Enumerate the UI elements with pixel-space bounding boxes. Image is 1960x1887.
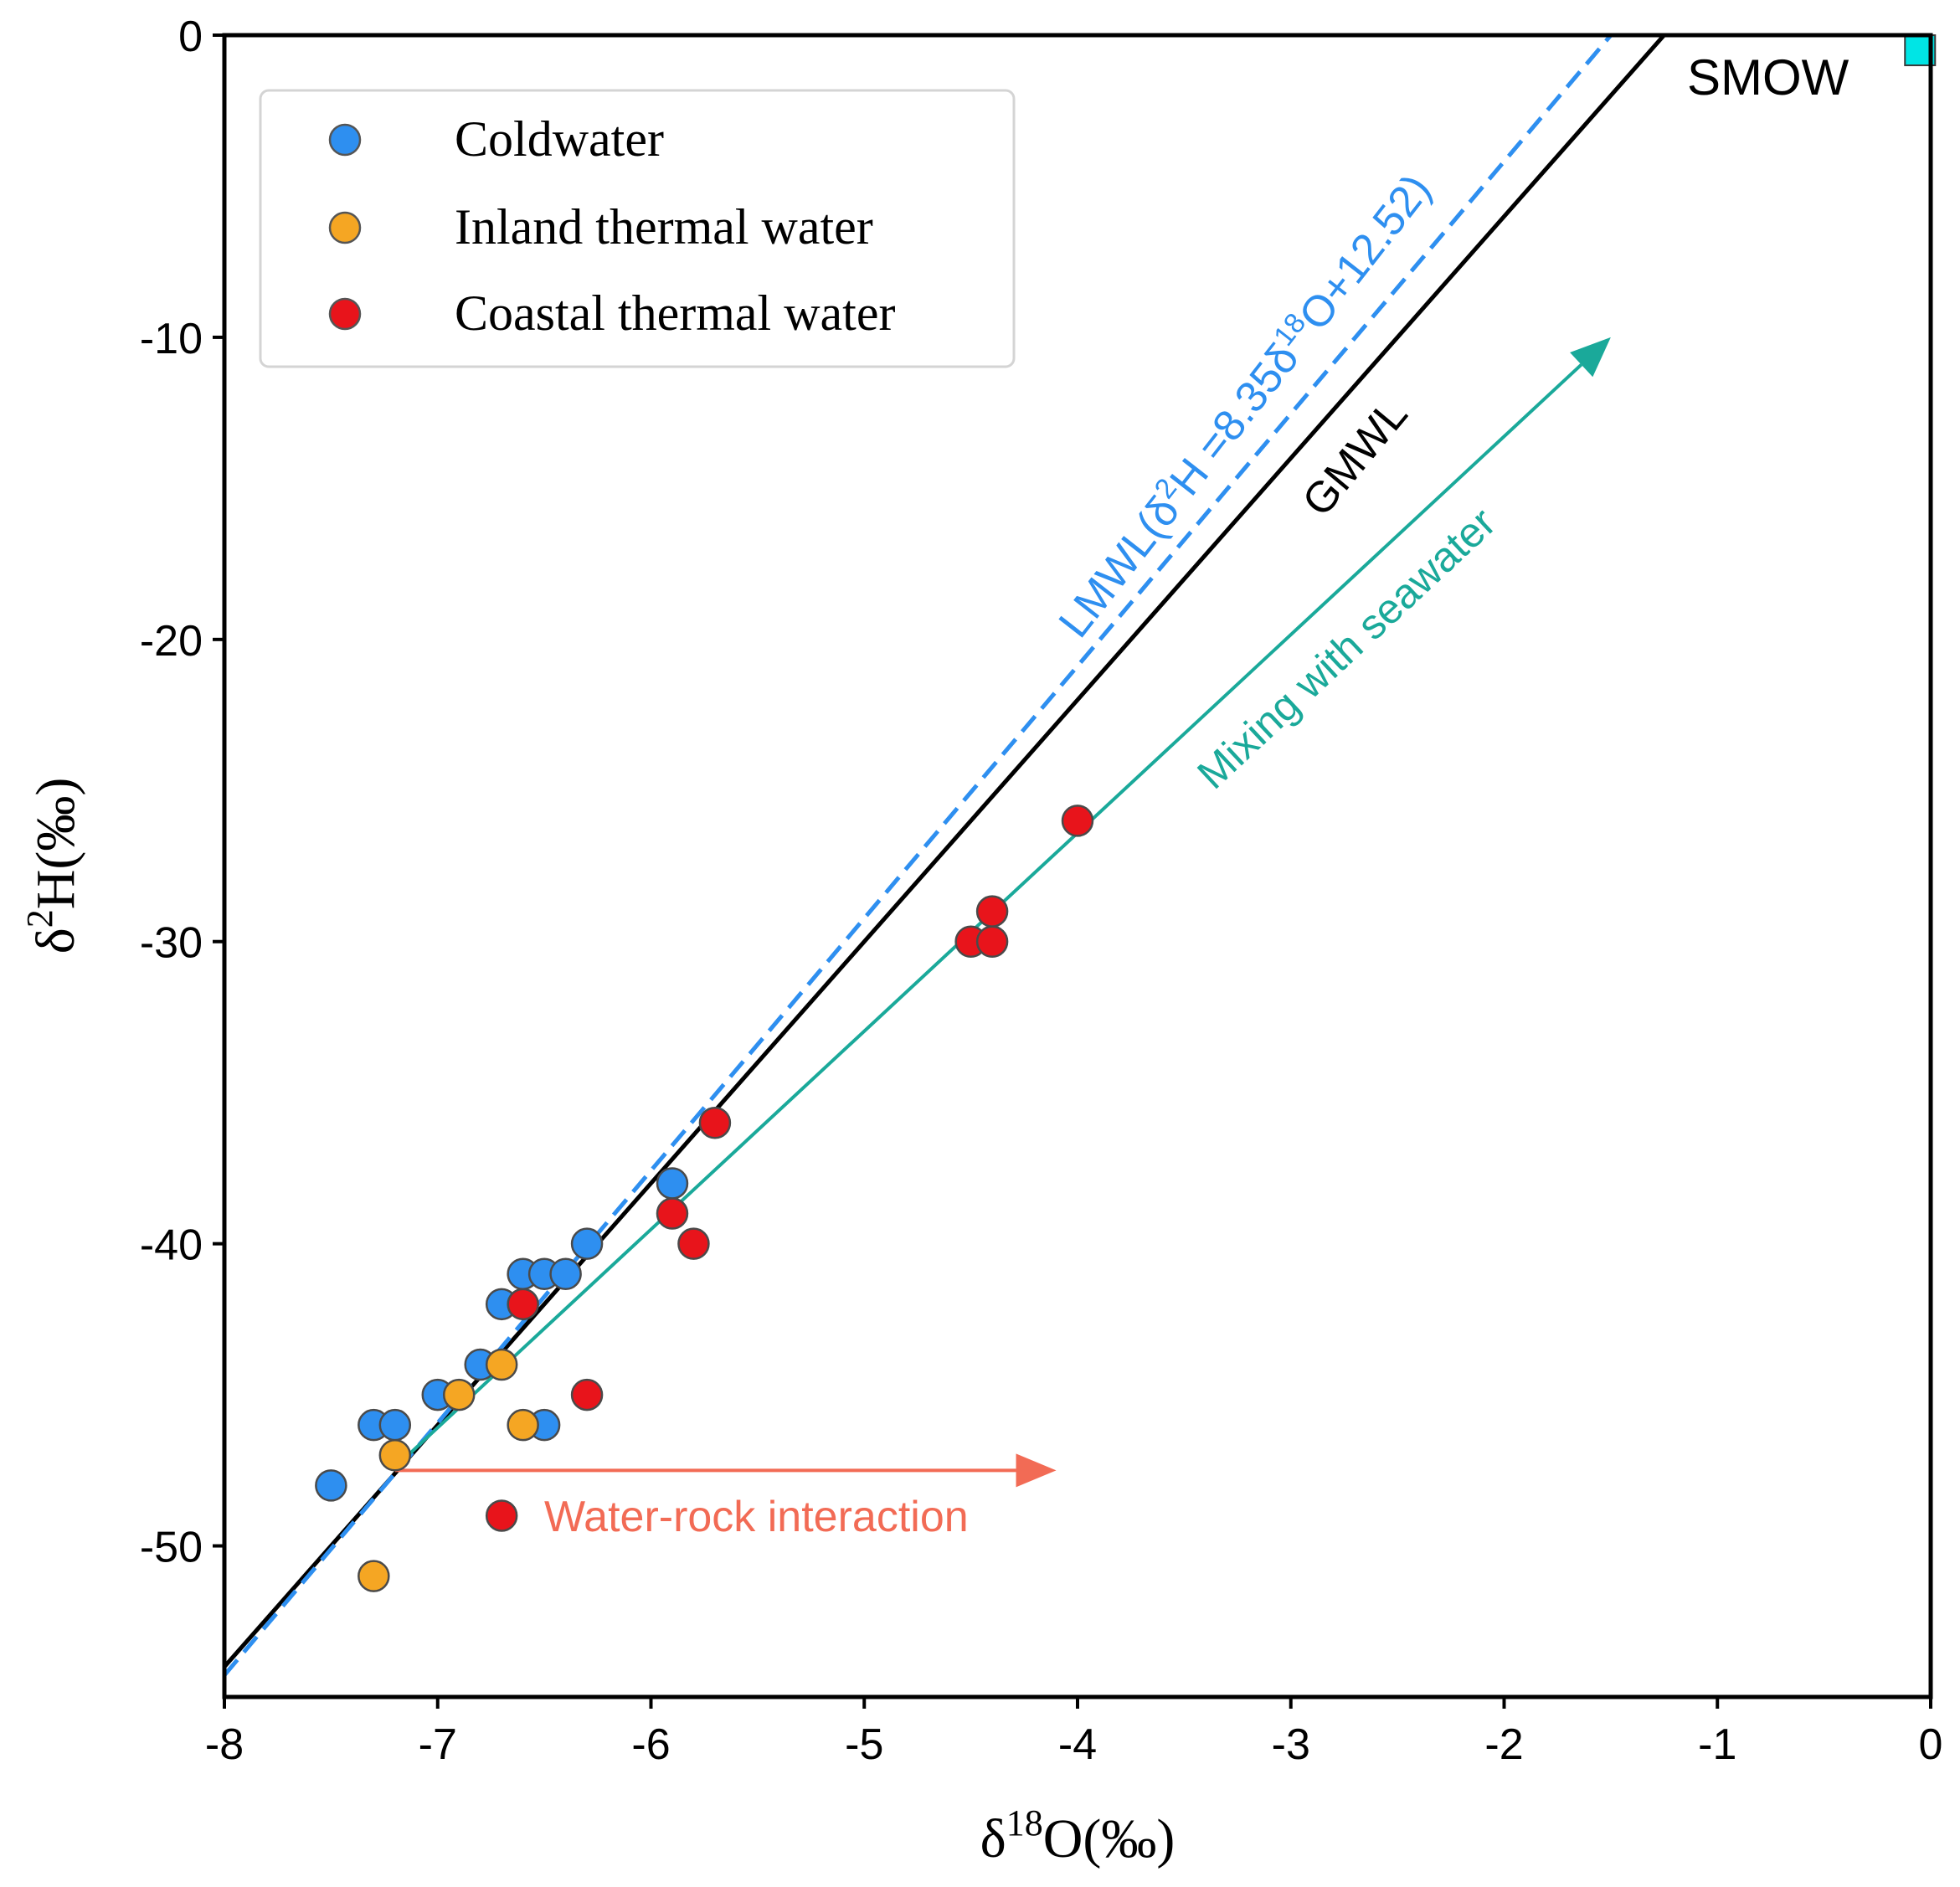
coastal-thermal-water-point — [570, 1378, 604, 1411]
coldwater-point — [315, 1469, 347, 1502]
inland-thermal-water-point — [358, 1560, 390, 1592]
smow-label: SMOW — [1687, 49, 1849, 105]
inland-thermal-water-point — [485, 1348, 518, 1381]
x-tick-label: -6 — [631, 1720, 670, 1769]
coastal-thermal-water-point — [975, 895, 1009, 928]
mixing-arrow-head — [1570, 337, 1611, 378]
legend-label-coldwater: Coldwater — [455, 111, 664, 167]
x-tick-label: -1 — [1698, 1720, 1736, 1769]
y-tick-label: -10 — [140, 315, 203, 363]
x-tick-label: -2 — [1484, 1720, 1523, 1769]
coastal-thermal-water-point — [698, 1107, 732, 1139]
coastal-thermal-water-point — [677, 1227, 710, 1260]
legend-box — [259, 89, 1016, 368]
coastal-thermal-water-point — [485, 1499, 518, 1532]
x-tick-label: 0 — [1919, 1720, 1943, 1769]
x-tick-label: -7 — [419, 1720, 457, 1769]
y-tick-label: -50 — [140, 1524, 203, 1572]
water-rock-label: Water-rock interaction — [544, 1493, 969, 1541]
points-layer — [315, 805, 1094, 1592]
coastal-thermal-water-point — [975, 925, 1009, 958]
y-tick-label: 0 — [178, 13, 203, 61]
lines-layer — [224, 35, 1667, 1677]
coldwater-point — [570, 1227, 604, 1260]
x-tick-label: -8 — [205, 1720, 244, 1769]
y-tick-label: -20 — [140, 617, 203, 666]
inland-thermal-water-point — [442, 1378, 476, 1411]
x-axis-title: δ18O(‰) — [980, 1802, 1175, 1869]
inland-thermal-water-point — [507, 1408, 539, 1442]
legend-label-coastal: Coastal thermal water — [455, 285, 895, 341]
y-tick-label: -30 — [140, 919, 203, 968]
water-rock-arrow-head — [1016, 1453, 1057, 1488]
x-tick-label: -3 — [1272, 1720, 1310, 1769]
legend-marker-coldwater — [328, 123, 362, 157]
gmwl-line — [224, 35, 1667, 1668]
coastal-thermal-water-point — [507, 1288, 539, 1321]
legend-marker-coastal — [328, 297, 362, 331]
legend-label-inland: Inland thermal water — [455, 199, 873, 255]
ticks-layer: -8 -7 -6 -5 -4 -3 -2 -1 00-10-20-30-40-50 — [140, 13, 1943, 1769]
x-tick-label: -4 — [1058, 1720, 1097, 1769]
legend: Coldwater Inland thermal water Coastal t… — [259, 89, 1016, 368]
coastal-thermal-water-point — [656, 1197, 689, 1230]
y-tick-label: -40 — [140, 1221, 203, 1270]
coldwater-point — [549, 1257, 582, 1290]
y-axis-title: δ2H(‰) — [19, 778, 86, 954]
coldwater-point — [378, 1408, 412, 1442]
x-tick-label: -5 — [845, 1720, 883, 1769]
lmwl-line — [224, 35, 1614, 1677]
coastal-thermal-water-point — [1061, 805, 1094, 837]
legend-marker-inland — [328, 211, 362, 244]
inland-thermal-water-point — [378, 1439, 412, 1472]
legend-entries: Coldwater Inland thermal water Coastal t… — [328, 111, 895, 341]
coldwater-point — [656, 1167, 689, 1200]
